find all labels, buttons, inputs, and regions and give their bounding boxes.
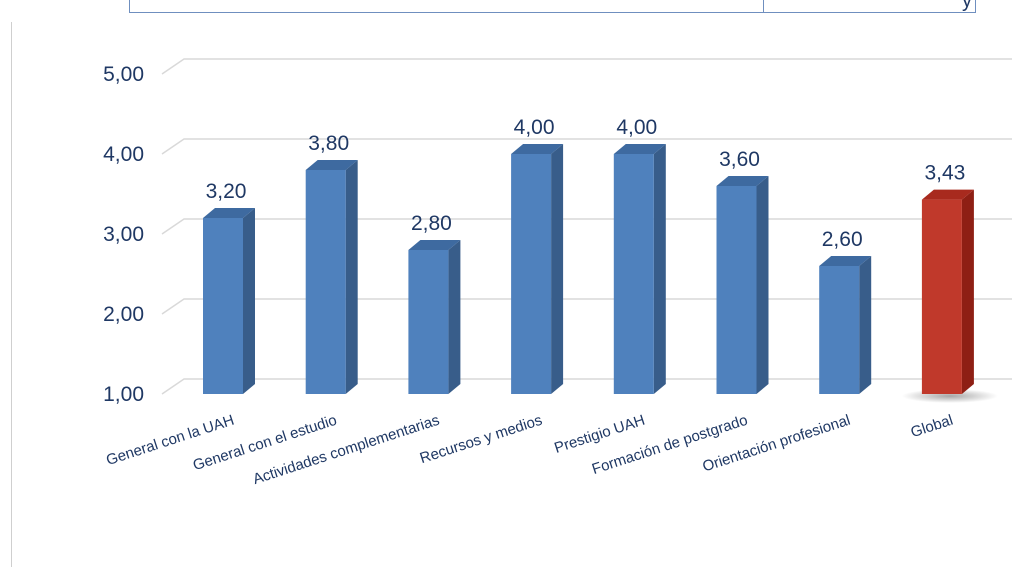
bar-top-face [819,256,872,266]
y-tick-label: 3,00 [103,223,144,246]
bar-top-face [716,176,769,186]
bar-top-face [613,144,666,154]
bar [613,144,666,394]
data-label: 2,80 [411,212,452,235]
bars-layer [203,144,998,403]
bar [716,176,769,394]
bar [305,160,358,394]
data-labels-layer: 3,20 3,80 2,80 4,00 4,00 3,60 2,60 3,43 [206,116,966,251]
bar-top-face [305,160,358,170]
bar-front-face [819,266,860,394]
bar-side-face [243,208,255,394]
bar-side-face [859,256,872,394]
bar [408,240,461,394]
bar [819,256,872,394]
bar [511,144,564,394]
gridline [161,298,1012,315]
data-label: 3,20 [206,180,247,203]
bar-front-face [511,154,552,394]
data-label: 3,80 [308,132,349,155]
bar-side-face [756,176,769,394]
bar [203,208,255,394]
y-tick-label: 4,00 [103,143,144,166]
data-label: 3,43 [924,162,965,185]
bar-side-face [551,144,564,394]
category-label: Global [909,412,955,442]
bar-front-face [305,170,346,394]
data-label: 3,60 [719,148,760,171]
bar-side-face [961,189,974,394]
gridline [161,218,1012,235]
y-tick-label: 1,00 [103,383,144,406]
gridline [161,138,1012,155]
gridline [161,58,1012,75]
bar-top-face [408,240,461,250]
header-text-fragment: y [962,0,972,12]
y-tick-label: 5,00 [103,63,144,86]
bar-front-face [921,199,962,394]
grid-layer [161,58,1012,395]
header-table-box [129,0,976,13]
bar-front-face [203,218,243,394]
bar-front-face [408,250,449,394]
bar-global [901,189,998,403]
y-tick-label: 2,00 [103,303,144,326]
bar-top-face [921,189,974,200]
bar-top-face [203,208,255,218]
header-table-divider [763,0,764,12]
data-label: 4,00 [616,116,657,139]
bar-side-face [448,240,461,394]
bar-side-face [345,160,358,394]
y-axis: 1,00 2,00 3,00 4,00 5,00 [103,63,144,406]
bar-front-face [716,186,757,394]
bar-front-face [613,154,654,394]
data-label: 4,00 [514,116,555,139]
bar-side-face [653,144,666,394]
chart-frame-border [11,22,12,567]
bar-top-face [511,144,564,154]
category-label: Actividades complementarias [251,412,442,488]
gridline [161,378,1012,395]
data-label: 2,60 [822,228,863,251]
